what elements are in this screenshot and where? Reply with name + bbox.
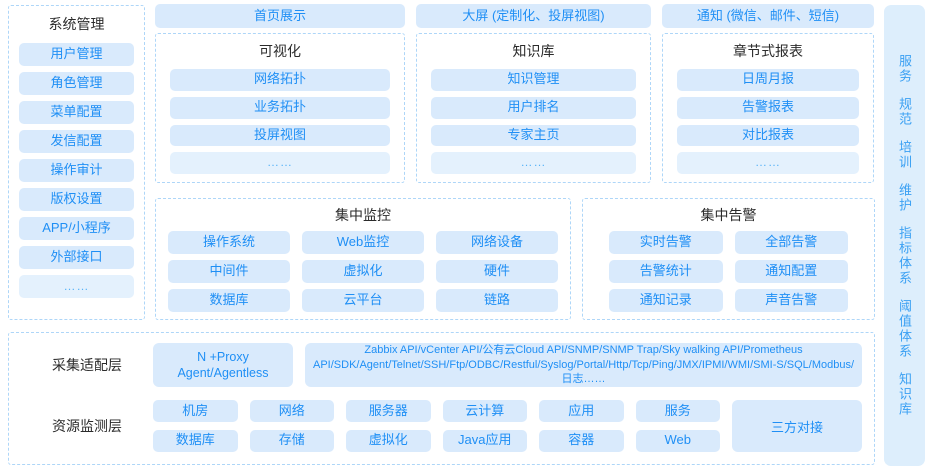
proxy-agent-pill[interactable]: N +Proxy Agent/Agentless: [153, 343, 293, 387]
knowledge-base-title: 知识库: [512, 43, 555, 59]
sidebar-item-app-miniprogram[interactable]: APP/小程序: [19, 217, 134, 240]
item-container[interactable]: 容器: [539, 429, 624, 452]
sidebar-right-item-service[interactable]: 服务: [897, 54, 912, 84]
resource-layer-label: 资源监测层: [52, 418, 122, 434]
sidebar-right-item-training[interactable]: 培训: [897, 140, 912, 170]
sidebar-right-item-threshold-system[interactable]: 阈值体系: [897, 299, 912, 359]
item-database[interactable]: 数据库: [168, 289, 290, 312]
feature-box-row: 可视化 网络拓扑 业务拓扑 投屏视图 …… 知识库 知识管理 用户排名 专家主页…: [155, 33, 875, 183]
sidebar-item-copyright-settings[interactable]: 版权设置: [19, 188, 134, 211]
item-alarm-statistics[interactable]: 告警统计: [609, 260, 723, 283]
item-cloud-platform[interactable]: 云平台: [302, 289, 424, 312]
item-report-more[interactable]: ……: [677, 152, 859, 174]
item-knowledge-management[interactable]: 知识管理: [431, 69, 636, 91]
item-business-topology[interactable]: 业务拓扑: [170, 96, 390, 119]
item-hardware[interactable]: 硬件: [436, 260, 558, 283]
item-operating-system[interactable]: 操作系统: [168, 231, 290, 254]
chapter-report-box: 章节式报表 日周月报 告警报表 对比报表 ……: [662, 33, 874, 183]
protocol-list-pill[interactable]: Zabbix API/vCenter API/公有云Cloud API/SNMP…: [305, 343, 862, 387]
bottom-layers-panel: 采集适配层 N +Proxy Agent/Agentless Zabbix AP…: [8, 332, 875, 465]
sidebar-item-external-interface[interactable]: 外部接口: [19, 246, 134, 269]
item-expert-homepage[interactable]: 专家主页: [431, 124, 636, 147]
adapter-layer-label: 采集适配层: [52, 357, 122, 373]
tab-home-display[interactable]: 首页展示: [155, 4, 405, 28]
sidebar-right-item-standard[interactable]: 规范: [897, 97, 912, 127]
adapter-layer-row: 采集适配层 N +Proxy Agent/Agentless Zabbix AP…: [21, 341, 862, 389]
centralized-monitoring-title: 集中监控: [335, 207, 391, 223]
tab-large-screen[interactable]: 大屏 (定制化、投屏视图): [416, 4, 651, 28]
item-storage[interactable]: 存储: [249, 429, 334, 452]
sidebar-right-item-maintenance[interactable]: 维护: [897, 183, 912, 213]
top-tab-bar: 首页展示 大屏 (定制化、投屏视图) 通知 (微信、邮件、短信): [155, 4, 875, 28]
item-notification-config[interactable]: 通知配置: [734, 260, 848, 283]
centralized-alarm-box: 集中告警 实时告警 全部告警 告警统计 通知配置 通知记录 声音告警: [582, 198, 875, 320]
sidebar-item-role-management[interactable]: 角色管理: [19, 72, 134, 95]
item-link[interactable]: 链路: [436, 289, 558, 312]
sidebar-item-operation-audit[interactable]: 操作审计: [19, 159, 134, 182]
sidebar-item-user-management[interactable]: 用户管理: [19, 43, 134, 66]
sidebar-item-mail-config[interactable]: 发信配置: [19, 130, 134, 153]
item-network[interactable]: 网络: [249, 400, 334, 423]
item-application[interactable]: 应用: [539, 400, 624, 423]
visualization-title: 可视化: [259, 43, 301, 59]
sidebar-right-item-metric-system[interactable]: 指标体系: [897, 226, 912, 286]
item-comparison-report[interactable]: 对比报表: [677, 124, 859, 147]
sidebar-right-item-knowledge-base[interactable]: 知识库: [897, 372, 912, 417]
item-virtualization[interactable]: 虚拟化: [302, 260, 424, 283]
resource-grid: 机房 网络 服务器 云计算 应用 服务 三方对接 数据库 存储 虚拟化 Java…: [153, 400, 862, 452]
item-user-ranking[interactable]: 用户排名: [431, 96, 636, 119]
centralized-alarm-grid: 实时告警 全部告警 告警统计 通知配置 通知记录 声音告警: [595, 231, 862, 312]
item-data-center[interactable]: 机房: [153, 400, 238, 423]
item-screen-view[interactable]: 投屏视图: [170, 124, 390, 147]
item-resource-virtualization[interactable]: 虚拟化: [346, 429, 431, 452]
visualization-box: 可视化 网络拓扑 业务拓扑 投屏视图 ……: [155, 33, 405, 183]
support-system-sidebar: 服务 规范 培训 维护 指标体系 阈值体系 知识库: [884, 5, 925, 466]
system-management-title: 系统管理: [48, 16, 105, 32]
item-network-topology[interactable]: 网络拓扑: [170, 69, 390, 91]
third-party-integration[interactable]: 三方对接: [732, 400, 862, 452]
system-management-panel: 系统管理 用户管理 角色管理 菜单配置 发信配置 操作审计 版权设置 APP/小…: [8, 5, 145, 320]
item-server[interactable]: 服务器: [346, 400, 431, 423]
item-knowledge-more[interactable]: ……: [431, 152, 636, 174]
item-visualization-more[interactable]: ……: [170, 152, 390, 174]
tab-notification[interactable]: 通知 (微信、邮件、短信): [662, 4, 874, 28]
chapter-report-title: 章节式报表: [733, 43, 803, 59]
centralized-alarm-title: 集中告警: [700, 207, 757, 223]
knowledge-base-box: 知识库 知识管理 用户排名 专家主页 ……: [416, 33, 651, 183]
sidebar-item-menu-config[interactable]: 菜单配置: [19, 101, 134, 124]
item-daily-weekly-monthly-report[interactable]: 日周月报: [677, 69, 859, 91]
centralized-monitoring-box: 集中监控 操作系统 Web监控 网络设备 中间件 虚拟化 硬件 数据库 云平台 …: [155, 198, 571, 320]
item-middleware[interactable]: 中间件: [168, 260, 290, 283]
item-sound-alarm[interactable]: 声音告警: [734, 289, 848, 312]
item-web-monitoring[interactable]: Web监控: [302, 231, 424, 254]
item-notification-record[interactable]: 通知记录: [609, 289, 723, 312]
item-network-device[interactable]: 网络设备: [436, 231, 558, 254]
centralized-monitoring-grid: 操作系统 Web监控 网络设备 中间件 虚拟化 硬件 数据库 云平台 链路: [168, 231, 558, 312]
monitoring-row: 集中监控 操作系统 Web监控 网络设备 中间件 虚拟化 硬件 数据库 云平台 …: [155, 198, 875, 320]
item-resource-database[interactable]: 数据库: [153, 429, 238, 452]
item-web[interactable]: Web: [635, 429, 720, 452]
item-realtime-alarm[interactable]: 实时告警: [609, 231, 723, 254]
sidebar-item-more[interactable]: ……: [19, 275, 134, 298]
item-service[interactable]: 服务: [635, 400, 720, 423]
item-alarm-report[interactable]: 告警报表: [677, 96, 859, 119]
resource-layer-row: 资源监测层 机房 网络 服务器 云计算 应用 服务 三方对接 数据库 存储 虚拟…: [21, 395, 862, 457]
item-all-alarms[interactable]: 全部告警: [734, 231, 848, 254]
item-java-application[interactable]: Java应用: [442, 429, 527, 452]
item-cloud-computing[interactable]: 云计算: [442, 400, 527, 423]
